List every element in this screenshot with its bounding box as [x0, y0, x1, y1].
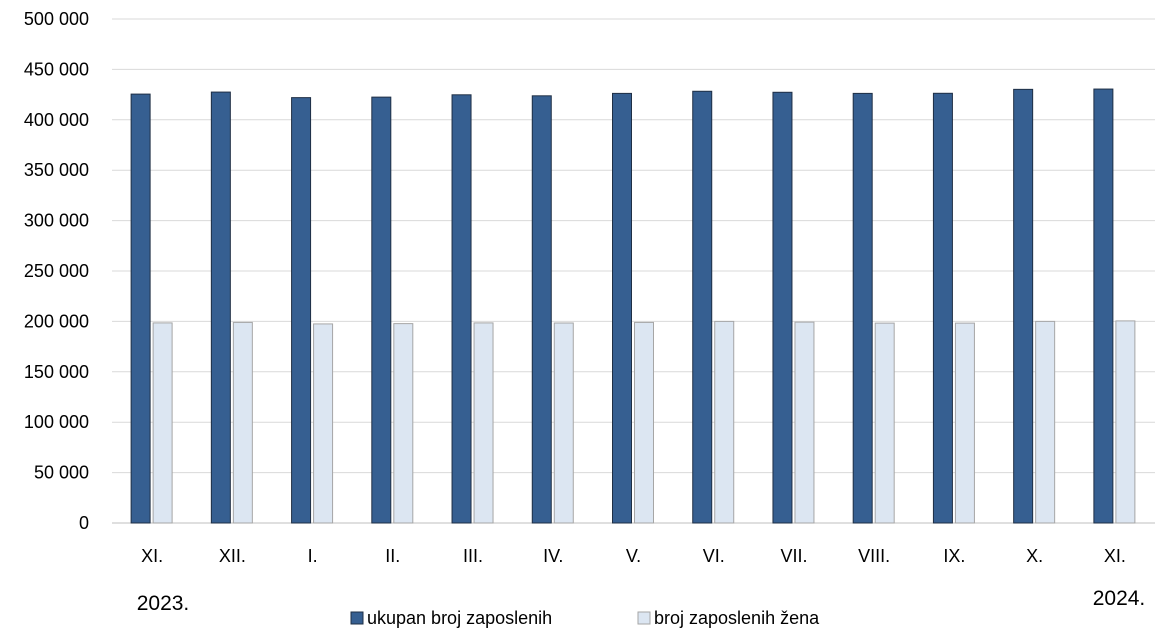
bars [130, 88, 1136, 524]
x-tick-label: II. [385, 546, 400, 566]
year-label-end: 2024. [1093, 587, 1146, 610]
x-tick-label: VII. [780, 546, 807, 566]
bar-total-employees [1013, 88, 1034, 524]
x-tick-label: X. [1026, 546, 1043, 566]
x-tick-label: XI. [141, 546, 163, 566]
bar-women-employees [714, 320, 735, 524]
bar-women-employees [313, 323, 334, 524]
legend: ukupan broj zaposlenih broj zaposlenih ž… [350, 608, 820, 628]
gridlines [112, 18, 1155, 474]
legend-swatch-women [637, 611, 651, 625]
y-tick-label: 250 000 [24, 261, 89, 281]
y-tick-label: 350 000 [24, 160, 89, 180]
y-tick-label: 50 000 [34, 463, 89, 483]
bar-total-employees [852, 92, 873, 524]
y-tick-label: 150 000 [24, 362, 89, 382]
bar-women-employees [634, 321, 654, 524]
x-tick-label: VI. [703, 546, 725, 566]
bar-women-employees [874, 322, 895, 524]
bar-total-employees [612, 92, 632, 524]
bar-women-employees [794, 321, 815, 524]
bar-total-employees [451, 94, 472, 524]
x-tick-label: I. [308, 546, 318, 566]
x-tick-label: XII. [219, 546, 246, 566]
y-tick-label: 500 000 [24, 9, 89, 29]
x-axis: XI. XII. I. II. III. IV. V. VI. VII. VIII. IX. X. XI… [141, 546, 1126, 566]
x-tick-label: IX. [943, 546, 965, 566]
x-tick-label: V. [626, 546, 641, 566]
bar-women-employees [553, 322, 574, 524]
legend-label-women: broj zaposlenih žena [654, 608, 820, 628]
x-tick-label: XI. [1104, 546, 1126, 566]
bar-total-employees [210, 91, 231, 524]
y-tick-label: 100 000 [24, 412, 89, 432]
bar-total-employees [291, 97, 312, 524]
bar-women-employees [393, 323, 414, 524]
x-tick-label: IV. [543, 546, 563, 566]
bar-total-employees [772, 91, 793, 524]
x-tick-label: III. [463, 546, 483, 566]
bar-total-employees [692, 90, 713, 524]
bar-women-employees [1035, 320, 1056, 524]
y-tick-label: 200 000 [24, 311, 89, 331]
bar-total-employees [531, 95, 552, 524]
bar-women-employees [473, 322, 494, 524]
bar-total-employees [130, 93, 151, 524]
y-tick-label: 0 [79, 513, 89, 533]
y-tick-label: 450 000 [24, 59, 89, 79]
bar-women-employees [1115, 320, 1136, 524]
bar-women-employees [152, 322, 173, 524]
y-tick-label: 300 000 [24, 211, 89, 231]
legend-label-total: ukupan broj zaposlenih [367, 608, 552, 628]
y-tick-label: 400 000 [24, 110, 89, 130]
bar-women-employees [232, 321, 253, 524]
y-axis: 0 50 000 100 000 150 000 200 000 250 000 300 0… [24, 9, 1155, 533]
x-tick-label: VIII. [858, 546, 890, 566]
bar-total-employees [932, 92, 953, 524]
bar-total-employees [371, 96, 392, 524]
bar-total-employees [1093, 88, 1114, 524]
year-label-start: 2023. [137, 592, 190, 615]
bar-women-employees [954, 322, 975, 524]
legend-swatch-total [350, 611, 364, 625]
